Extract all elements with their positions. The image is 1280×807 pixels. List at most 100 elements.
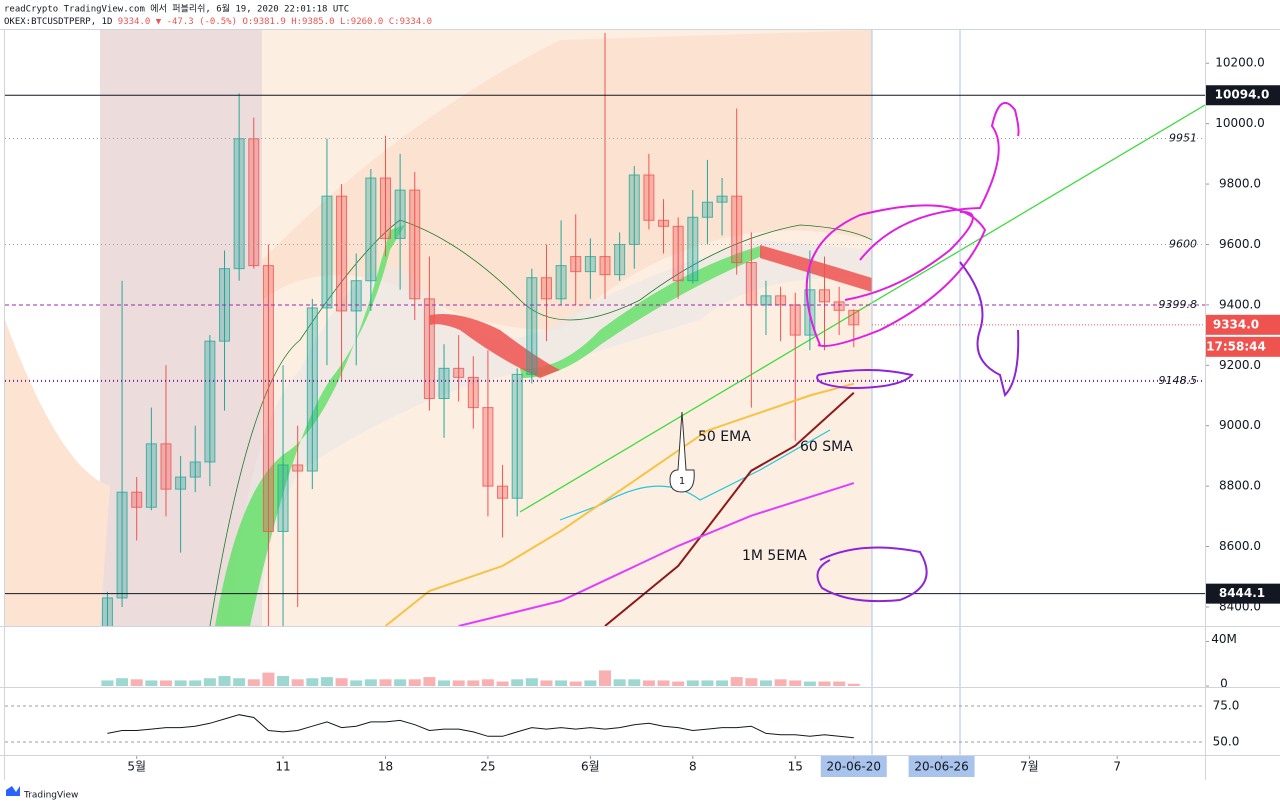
volume-bar	[803, 681, 816, 686]
y-tick-label: 9800.0	[1219, 177, 1261, 191]
volume-bar	[525, 678, 538, 686]
price-pane	[101, 33, 860, 626]
watermark: TradingView	[23, 791, 78, 801]
candle-body	[555, 265, 567, 300]
marks: 8400.08600.08800.09000.09200.09400.09600…	[5, 33, 1280, 777]
volume-bar	[277, 675, 290, 686]
volume-bar	[833, 681, 846, 686]
x-tick-label: 7월	[1020, 760, 1039, 774]
y-tick-label: 75.0	[1213, 699, 1240, 713]
volume-bar	[408, 679, 421, 686]
volume-pane	[101, 670, 860, 686]
x-tick-label: 5월	[127, 760, 146, 774]
callout	[669, 411, 695, 493]
candle-body	[584, 256, 596, 273]
countdown: 17:58:44	[1206, 339, 1266, 353]
price: 9334.0	[118, 17, 151, 27]
candle-body	[614, 243, 626, 276]
volume-bar	[452, 680, 465, 686]
candle-body	[262, 265, 274, 532]
ma-line	[209, 219, 873, 626]
volume-bar	[189, 680, 202, 686]
volume-bar	[394, 679, 407, 686]
candle-body	[306, 307, 318, 472]
y-tick-label: 8800.0	[1219, 479, 1261, 493]
candle-body	[248, 138, 260, 267]
candle-body	[365, 177, 377, 282]
volume-bar	[174, 680, 187, 686]
volume-bar	[672, 681, 685, 686]
logo	[6, 786, 20, 796]
candle-body	[731, 195, 743, 264]
candle-body	[131, 491, 143, 508]
candle-body	[379, 177, 391, 239]
candle-body	[833, 301, 845, 311]
candle-body	[438, 367, 450, 400]
volume-bar	[716, 680, 729, 686]
x-tick-label: 8	[689, 760, 697, 774]
ma-ribbon	[215, 225, 405, 626]
x-tick-label: 6월	[581, 760, 600, 774]
volume-bar	[701, 680, 714, 686]
candle-body	[145, 443, 157, 508]
volume-bar	[116, 678, 129, 686]
volume-bar	[759, 680, 772, 686]
volume-bar	[818, 681, 831, 686]
x-tick-label: 20-06-20	[827, 760, 881, 774]
indicator-line	[384, 382, 855, 626]
volume-bar	[481, 679, 494, 686]
volume-bar	[511, 679, 524, 686]
y-tick-label: 9400.0	[1219, 297, 1261, 311]
indicator-line	[458, 482, 855, 626]
y-tick-label: 0	[1220, 677, 1228, 691]
trend-line	[519, 104, 1205, 513]
volume-bar	[101, 680, 114, 686]
cloud	[230, 240, 872, 626]
volume-bar	[686, 680, 699, 686]
candle-body	[277, 464, 289, 532]
ohlc: O:9381.9 H:9385.0 L:9260.0 C:9334.0	[242, 17, 432, 27]
volume-bar	[642, 680, 655, 686]
change: ▼ -47.3 (-0.5%)	[156, 17, 237, 27]
rsi-pane	[107, 714, 854, 739]
candle-body	[716, 195, 728, 203]
volume-bar	[320, 677, 333, 686]
volume-bar	[335, 678, 348, 686]
candle-body	[204, 340, 216, 463]
volume-bar	[467, 680, 480, 686]
level-label: 10094.0	[1215, 88, 1270, 102]
indicator-line	[604, 392, 855, 626]
volume-bar	[159, 680, 172, 686]
cloud	[5, 320, 110, 626]
volume-bar	[306, 678, 319, 686]
last-price-box	[1206, 314, 1280, 335]
x-tick-label: 11	[275, 760, 290, 774]
ma-line	[559, 429, 831, 521]
candle-body	[497, 485, 509, 499]
level-label-box	[1206, 85, 1280, 106]
candle-body	[775, 295, 787, 306]
level-label: 9600	[1169, 237, 1197, 250]
volume-bar	[379, 679, 392, 686]
candle-body	[423, 298, 435, 400]
symbol: OKEX:BTCUSDTPERP, 1D	[4, 17, 112, 27]
volume-bar	[262, 672, 275, 686]
candle-body	[570, 256, 582, 273]
volume-bar	[203, 678, 216, 686]
candle-body	[175, 476, 187, 490]
volume-bar	[745, 678, 758, 686]
candle-body	[321, 195, 333, 309]
y-tick-label: 9000.0	[1219, 418, 1261, 432]
candle-body	[101, 597, 113, 626]
volume-bar	[350, 680, 363, 686]
x-tick-highlight	[820, 756, 887, 777]
ma-ribbon	[430, 314, 560, 378]
volume-bar	[423, 677, 436, 686]
y-tick-label: 40M	[1211, 632, 1237, 646]
volume-bar	[613, 679, 626, 686]
countdown-box	[1206, 336, 1280, 357]
volume-bar	[584, 680, 597, 686]
volume-bar	[599, 670, 611, 686]
volume-bar	[774, 679, 787, 686]
volume-bar	[657, 680, 670, 686]
